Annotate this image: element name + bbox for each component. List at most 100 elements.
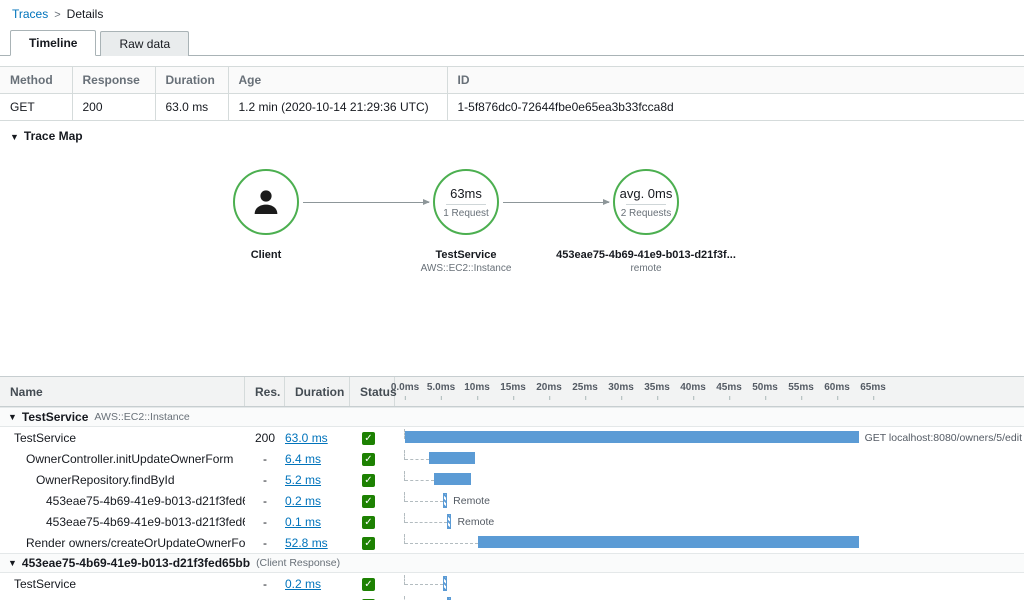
- gantt-bar[interactable]: [405, 431, 859, 443]
- trace-map-node-remote: avg. 0ms 2 Requests 453eae75-4b69-41e9-b…: [546, 169, 746, 274]
- status-ok-icon: ✓: [362, 516, 375, 529]
- gantt-bar[interactable]: [478, 536, 859, 548]
- segment-duration-link[interactable]: 63.0 ms: [285, 430, 328, 445]
- axis-tick: 20ms: [536, 382, 562, 400]
- gantt-guide-line: [404, 449, 429, 460]
- segment-duration-link[interactable]: 0.1 ms: [285, 514, 322, 529]
- node-request-count: 1 Request: [443, 207, 489, 219]
- trace-summary-row: GET 200 63.0 ms 1.2 min (2020-10-14 21:2…: [0, 93, 1024, 121]
- gantt-guide-line: [403, 533, 479, 544]
- axis-tick: 50ms: [752, 382, 778, 400]
- gantt-bar-label: Remote: [453, 494, 490, 507]
- segment-duration-link[interactable]: 52.8 ms: [285, 535, 328, 550]
- remote-node-circle[interactable]: avg. 0ms 2 Requests: [613, 169, 679, 235]
- client-node-circle[interactable]: [233, 169, 299, 235]
- header-response: Response: [72, 66, 156, 94]
- status-ok-icon: ✓: [362, 495, 375, 508]
- header-age: Age: [228, 66, 448, 94]
- axis-tick: 0.0ms: [390, 382, 420, 400]
- column-header-duration: Duration: [285, 377, 350, 406]
- age-value: 1.2 min (2020-10-14 21:29:36 UTC): [228, 93, 448, 121]
- axis-tick: 60ms: [824, 382, 850, 400]
- segment-response: -: [245, 598, 285, 600]
- segment-duration-link[interactable]: 0.2 ms: [285, 493, 322, 508]
- timeline-row: Render owners/createOrUpdateOwnerForm - …: [0, 532, 1024, 553]
- trace-map-node-testservice: 63ms 1 Request TestService AWS::EC2::Ins…: [366, 169, 566, 274]
- status-ok-icon: ✓: [362, 537, 375, 550]
- node-stat-divider: [626, 203, 666, 205]
- segment-name[interactable]: TestService: [14, 576, 77, 591]
- node-label: 453eae75-4b69-41e9-b013-d21f3f...: [556, 249, 736, 261]
- tab-bar: Timeline Raw data: [0, 29, 1024, 56]
- node-latency: 63ms: [450, 185, 482, 201]
- segment-response: -: [263, 514, 267, 529]
- gantt-bar-label: GET localhost:8080/owners/5/edit: [864, 431, 1022, 444]
- group-collapse-caret[interactable]: ▼: [8, 412, 17, 422]
- axis-tick: 65ms: [860, 382, 886, 400]
- trace-map-canvas: Client 63ms 1 Request TestService AWS::E…: [0, 147, 1024, 372]
- segment-name[interactable]: TestService: [14, 430, 77, 445]
- breadcrumb: Traces > Details: [0, 0, 1024, 25]
- column-header-status: Status: [350, 377, 397, 406]
- segment-duration-link[interactable]: 6.4 ms: [285, 451, 322, 466]
- group-title: TestService: [21, 410, 89, 424]
- gantt-guide-line: [403, 574, 444, 585]
- segment-duration-link[interactable]: 0.1 ms: [285, 598, 321, 600]
- header-method: Method: [0, 66, 73, 94]
- timeline-row: 453eae75-4b69-41e9-b013-d21f3fed65bb - 0…: [0, 511, 1024, 532]
- gantt-bar[interactable]: [447, 514, 452, 529]
- segment-name[interactable]: OwnerRepository.findById: [36, 472, 175, 487]
- gantt-bar[interactable]: [428, 452, 475, 464]
- segment-response: -: [263, 576, 267, 591]
- group-title: 453eae75-4b69-41e9-b013-d21f3fed65bb: [21, 556, 251, 570]
- axis-tick: 5.0ms: [426, 382, 456, 400]
- segment-gantt-cell: [395, 594, 1024, 600]
- segment-name[interactable]: Render owners/createOrUpdateOwnerForm: [26, 535, 245, 550]
- segment-name[interactable]: TestService: [0, 598, 245, 600]
- gantt-bar[interactable]: [443, 576, 448, 591]
- axis-tick: 15ms: [500, 382, 526, 400]
- segment-duration-link[interactable]: 5.2 ms: [285, 472, 322, 487]
- column-header-name: Name: [0, 377, 245, 406]
- duration-value: 63.0 ms: [155, 93, 229, 121]
- tab-timeline[interactable]: Timeline: [10, 30, 97, 56]
- gantt-bar[interactable]: [443, 493, 448, 508]
- breadcrumb-traces-link[interactable]: Traces: [12, 7, 49, 21]
- trace-map-title: Trace Map: [23, 129, 83, 143]
- node-latency: avg. 0ms: [619, 185, 673, 201]
- segment-gantt-cell: Remote: [395, 490, 1024, 511]
- tab-raw-data[interactable]: Raw data: [100, 31, 190, 56]
- gantt-bar[interactable]: [447, 597, 452, 600]
- segment-name[interactable]: 453eae75-4b69-41e9-b013-d21f3fed65bb: [46, 514, 245, 529]
- segment-response: -: [263, 472, 267, 487]
- group-collapse-caret[interactable]: ▼: [8, 558, 17, 568]
- axis-tick: 10ms: [464, 382, 490, 400]
- user-icon: [254, 190, 278, 214]
- gantt-guide-line: [403, 512, 448, 523]
- time-axis: 0.0ms 5.0ms 10ms 15ms 20ms 25ms 30ms 35m…: [391, 377, 1024, 406]
- timeline-row: OwnerRepository.findById - 5.2 ms ✓: [0, 469, 1024, 490]
- segment-name[interactable]: OwnerController.initUpdateOwnerForm: [26, 451, 234, 466]
- node-label: Client: [250, 249, 282, 261]
- timeline-row: OwnerController.initUpdateOwnerForm - 6.…: [0, 448, 1024, 469]
- gantt-bar[interactable]: [433, 473, 472, 485]
- group-subtitle: (Client Response): [256, 557, 341, 569]
- edge-testservice-to-remote: [503, 199, 610, 205]
- group-subtitle: AWS::EC2::Instance: [94, 411, 190, 423]
- trace-map-collapse-caret[interactable]: ▼: [10, 132, 19, 142]
- segment-gantt-cell: [395, 573, 1024, 594]
- trace-map-node-client: Client: [166, 169, 366, 261]
- axis-tick: 30ms: [608, 382, 634, 400]
- gantt-bar-label: Remote: [457, 515, 495, 528]
- segment-duration-link[interactable]: 0.2 ms: [285, 576, 322, 591]
- header-id: ID: [447, 66, 1024, 94]
- status-ok-icon: ✓: [362, 432, 375, 445]
- gantt-guide-line: [404, 470, 434, 481]
- axis-tick: 55ms: [788, 382, 814, 400]
- segment-name[interactable]: 453eae75-4b69-41e9-b013-d21f3fed65bb: [46, 493, 245, 508]
- segment-gantt-cell: Remote: [395, 511, 1024, 532]
- status-ok-icon: ✓: [362, 453, 375, 466]
- testservice-node-circle[interactable]: 63ms 1 Request: [433, 169, 499, 235]
- edge-client-to-testservice: [303, 199, 430, 205]
- breadcrumb-current: Details: [66, 7, 104, 21]
